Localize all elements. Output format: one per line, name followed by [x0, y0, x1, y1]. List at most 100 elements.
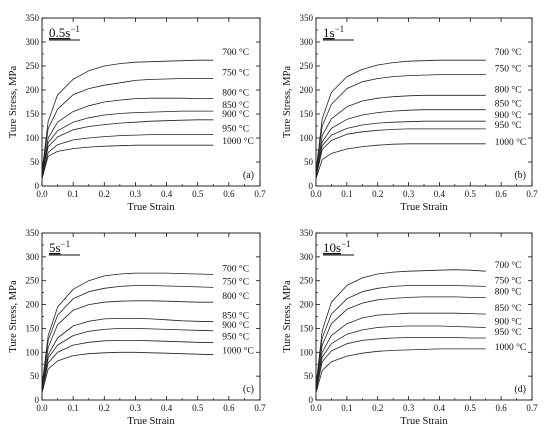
y-tick-label: 300	[26, 37, 40, 47]
series-line-1000c	[315, 143, 486, 179]
y-tick-label: 150	[26, 323, 40, 333]
x-tick-label: 0.2	[372, 403, 383, 413]
chart-panel-1: 0.0 0.1 0.2 0.3 0.4 0.5 0.6 0.7 0 50 100 150 200 250 3…	[8, 13, 266, 213]
x-tick-label: 0.5	[465, 403, 477, 413]
series-line-850c	[315, 312, 486, 390]
y-tick-label: 350	[26, 13, 40, 23]
y-tick-label: 250	[26, 61, 40, 71]
series-label: 1000 °C	[495, 342, 527, 353]
y-tick-label: 0	[309, 395, 314, 405]
y-axis-label: Ture Stress, MPa	[282, 66, 293, 139]
x-tick-label: 0.1	[341, 189, 352, 199]
x-tick-label: 0.2	[372, 189, 383, 199]
series-label: 850 °C	[222, 311, 249, 322]
series-line-900c	[315, 325, 486, 391]
series-line-700c	[315, 59, 486, 172]
chart-panel-3: 0.0 0.1 0.2 0.3 0.4 0.5 0.6 0.7 0 50 100 150 200 250 3…	[8, 228, 266, 427]
series-label: 950 °C	[495, 120, 522, 131]
series-label: 750 °C	[495, 64, 522, 75]
x-tick-label: 0.1	[68, 403, 79, 413]
y-tick-label: 350	[26, 228, 40, 238]
series-line-1000c	[315, 348, 486, 393]
series-line-700c	[41, 59, 214, 172]
y-axis-label: Ture Stress, MPa	[8, 66, 19, 139]
y-tick-label: 300	[300, 252, 314, 262]
x-tick-label: 0.5	[465, 189, 477, 199]
strain-rate-label: 0.5s−1	[49, 24, 80, 40]
series-label: 1000 °C	[222, 346, 254, 357]
series-label: 800 °C	[495, 84, 522, 95]
series-label: 700 °C	[222, 47, 249, 58]
x-axis-label: True Strain	[400, 416, 448, 427]
x-tick-label: 0.7	[254, 189, 266, 199]
strain-rate-label: 5s−1	[49, 239, 70, 255]
x-tick-label: 0.2	[99, 403, 110, 413]
x-axis-label: True Strain	[400, 202, 448, 213]
series-label: 1000 °C	[222, 136, 254, 147]
series-line-750c	[315, 285, 486, 387]
x-tick-label: 0.0	[310, 403, 322, 413]
series-label: 700 °C	[495, 47, 522, 58]
series-line-900c	[315, 120, 486, 177]
series-label: 800 °C	[222, 88, 249, 99]
y-tick-label: 50	[30, 371, 40, 381]
series-line-900c	[41, 327, 214, 391]
series-label: 900 °C	[495, 110, 522, 121]
y-tick-label: 100	[26, 347, 40, 357]
y-tick-label: 0	[35, 181, 40, 191]
x-tick-label: 0.7	[526, 403, 538, 413]
series-label: 750 °C	[222, 67, 249, 78]
series-label: 800 °C	[222, 291, 249, 302]
y-tick-label: 0	[35, 395, 40, 405]
x-tick-label: 0.6	[223, 189, 235, 199]
x-tick-label: 0.1	[341, 403, 352, 413]
series-line-1000c	[41, 144, 214, 179]
y-tick-label: 150	[26, 109, 40, 119]
series-line-1000c	[41, 351, 214, 393]
panel-tag: (a)	[243, 170, 254, 181]
series-line-750c	[41, 285, 214, 387]
x-tick-label: 0.3	[130, 403, 142, 413]
series-line-950c	[315, 128, 486, 178]
y-tick-label: 50	[304, 371, 314, 381]
x-tick-label: 0.6	[496, 189, 508, 199]
x-axis-label: True Strain	[127, 416, 175, 427]
series-line-700c	[315, 269, 486, 386]
series-label: 900 °C	[495, 316, 522, 327]
series-line-750c	[315, 74, 486, 173]
series-line-800c	[315, 94, 486, 175]
series-label: 750 °C	[495, 275, 522, 286]
x-tick-label: 0.5	[192, 189, 204, 199]
y-tick-label: 200	[26, 300, 40, 310]
x-tick-label: 0.3	[403, 189, 415, 199]
x-tick-label: 0.4	[161, 189, 173, 199]
x-tick-label: 0.6	[496, 403, 508, 413]
series-line-900c	[41, 119, 214, 177]
panel-tag: (c)	[243, 384, 254, 395]
y-tick-label: 150	[300, 109, 314, 119]
y-tick-label: 200	[300, 85, 314, 95]
x-tick-label: 0.4	[434, 403, 446, 413]
chart-panel-4: 0.0 0.1 0.2 0.3 0.4 0.5 0.6 0.7 0 50 100 150 200 250 3…	[282, 228, 538, 427]
series-label: 700 °C	[495, 260, 522, 271]
chart-panel-2: 0.0 0.1 0.2 0.3 0.4 0.5 0.6 0.7 0 50 100 150 200 250 3…	[282, 13, 538, 213]
series-label: 850 °C	[495, 303, 522, 314]
series-line-950c	[41, 134, 214, 178]
x-tick-label: 0.0	[36, 403, 48, 413]
series-label: 750 °C	[222, 276, 249, 287]
series-label: 1000 °C	[495, 137, 527, 148]
y-tick-label: 300	[26, 252, 40, 262]
series-line-800c	[315, 296, 486, 389]
y-tick-label: 50	[304, 157, 314, 167]
y-tick-label: 50	[30, 157, 40, 167]
y-tick-label: 150	[300, 323, 314, 333]
x-tick-label: 0.3	[403, 403, 415, 413]
x-tick-label: 0.0	[310, 189, 322, 199]
series-line-850c	[41, 317, 214, 390]
strain-rate-label: 10s−1	[323, 239, 351, 255]
series-line-800c	[41, 300, 214, 389]
series-line-700c	[41, 272, 214, 386]
y-tick-label: 100	[26, 133, 40, 143]
panel-tag: (d)	[514, 384, 526, 395]
y-tick-label: 200	[26, 85, 40, 95]
